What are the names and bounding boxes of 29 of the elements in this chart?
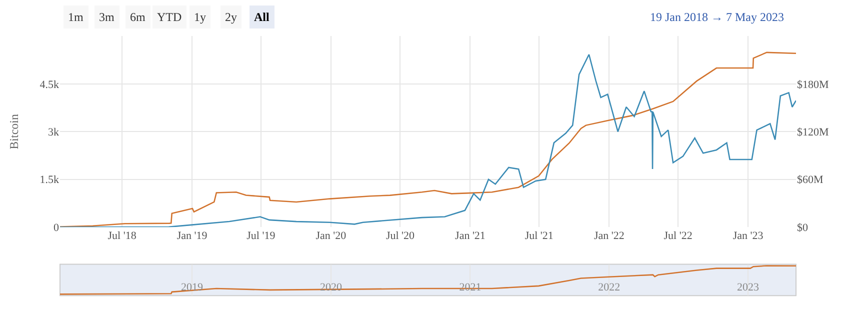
y-axis-title: Bitcoin [7, 114, 22, 150]
x-tick-label: Jul '18 [108, 230, 137, 242]
x-tick-label: Jan '22 [594, 230, 624, 242]
y-tick-label: 0 [54, 222, 60, 234]
text: 19 Jan 2018 → 7 May 2023 [650, 10, 784, 24]
x-tick-label: Jan '21 [455, 230, 486, 242]
y-tick-label: 3k [48, 126, 60, 139]
y-tick-label: 1.5k [40, 174, 60, 186]
y2-tick-label: $120M [797, 126, 829, 139]
x-tick-label: Jul '20 [386, 230, 415, 242]
x-tick-label: Jul '21 [524, 230, 554, 242]
text: 1m [68, 10, 84, 24]
y2-tick-label: $0 [797, 222, 808, 234]
x-tick-label: Jan '20 [316, 230, 347, 242]
y2-tick-label: $180M [797, 78, 829, 91]
x-tick-label: 2022 [598, 281, 620, 294]
x-tick-label: Jan '23 [732, 230, 764, 242]
x-tick-label: 2023 [737, 281, 760, 294]
text: 1y [194, 10, 206, 24]
x-tick-label: Jul '19 [246, 230, 276, 242]
x-tick-label: Jan '19 [176, 230, 208, 242]
text: All [254, 10, 270, 24]
y2-tick-label: $60M [797, 174, 824, 186]
text: 6m [130, 10, 146, 24]
y-tick-label: 4.5k [40, 78, 60, 91]
text: 3m [99, 10, 115, 24]
text: 2y [225, 10, 237, 24]
text: YTD [157, 10, 182, 24]
x-tick-label: Jul '22 [664, 230, 692, 242]
